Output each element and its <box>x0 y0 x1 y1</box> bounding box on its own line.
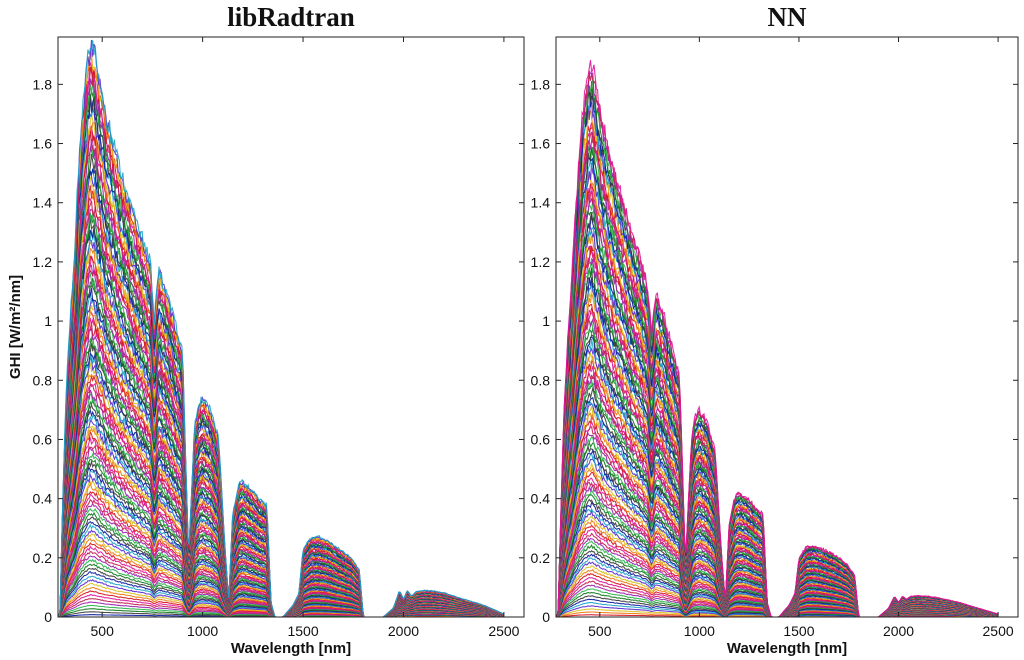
y-axis-label: GHI [W/m²/nm] <box>7 275 24 379</box>
axes-box <box>555 36 1019 618</box>
plot-panel-right: 0 0.2 0.4 0.6 0.8 1 1.2 1.4 1.6 1.8 500 1000 1500 200… <box>531 36 1019 657</box>
y-tick-label: 1.8 <box>33 76 53 92</box>
spectrum-line <box>58 264 504 617</box>
y-tick-label: 1.8 <box>531 76 551 92</box>
spectrum-line <box>58 419 504 617</box>
x-tick-label: 500 <box>91 623 115 639</box>
spectrum-line <box>58 189 504 617</box>
spectrum-line <box>58 128 504 617</box>
spectrum-line <box>58 76 504 617</box>
spectrum-line <box>556 122 999 617</box>
chart-title-nn: NN <box>767 2 807 32</box>
y-tick-label: 0 <box>44 609 52 625</box>
y-tick-label: 0.6 <box>33 431 53 447</box>
chart-title-librradtran: libRadtran <box>227 2 355 32</box>
spectrum-line <box>58 66 504 617</box>
x-tick-label: 1000 <box>684 623 715 639</box>
x-tick-label: 1000 <box>187 623 218 639</box>
y-tick-label: 0.6 <box>531 431 551 447</box>
spectra-group <box>58 39 504 617</box>
y-tick-label: 0.4 <box>33 491 53 507</box>
y-tick-label: 1.4 <box>531 195 551 211</box>
y-tick-label: 0.4 <box>531 491 551 507</box>
spectrum-line <box>58 39 504 617</box>
y-tick-label: 1.4 <box>33 195 53 211</box>
x-axis-label: Wavelength [nm] <box>727 640 847 657</box>
spectrum-line <box>556 59 999 617</box>
spectrum-line <box>556 402 998 617</box>
x-tick-label: 500 <box>588 623 612 639</box>
x-tick-label: 2500 <box>488 623 519 639</box>
axes-box <box>57 36 525 618</box>
y-tick-label: 0.2 <box>531 550 551 566</box>
spectrum-line <box>556 277 998 617</box>
y-tick-label: 1 <box>44 313 52 329</box>
y-tick-label: 1.2 <box>531 254 551 270</box>
y-tick-label: 1.6 <box>33 136 53 152</box>
spectrum-line <box>58 107 504 617</box>
spectrum-line <box>58 40 504 617</box>
y-tick-label: 1.2 <box>33 254 53 270</box>
spectrum-line <box>556 466 998 617</box>
x-tick-label: 2000 <box>883 623 914 639</box>
spectrum-line <box>556 288 998 617</box>
y-tick-label: 0.2 <box>33 550 53 566</box>
y-tick-label: 1.6 <box>531 136 551 152</box>
x-tick-label: 1500 <box>783 623 814 639</box>
x-tick-label: 2500 <box>983 623 1014 639</box>
y-tick-label: 1 <box>542 313 550 329</box>
spectrum-line <box>556 90 999 617</box>
x-axis-label: Wavelength [nm] <box>231 640 351 657</box>
spectrum-line <box>556 78 999 617</box>
y-tick-label: 0.8 <box>531 372 551 388</box>
x-tick-label: 2000 <box>388 623 419 639</box>
spectrum-line <box>556 249 999 617</box>
x-tick-label: 1500 <box>287 623 318 639</box>
plot-panel-left: 0 0.2 0.4 0.6 0.8 1 1.2 1.4 1.6 1.8 500 1000 1500 200… <box>7 36 525 657</box>
y-tick-label: 0.8 <box>33 372 53 388</box>
spectra-group <box>556 59 999 617</box>
spectrum-line <box>556 84 999 617</box>
y-tick-label: 0 <box>542 609 550 625</box>
